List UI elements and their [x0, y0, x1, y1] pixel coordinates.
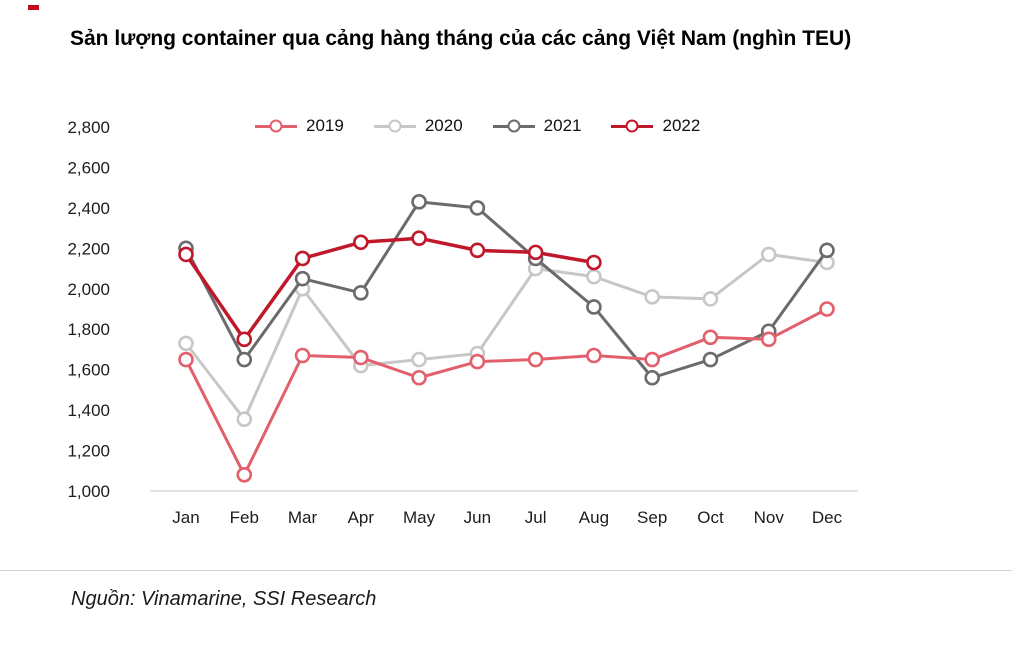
- data-point-2022: [411, 230, 427, 247]
- data-point-2020: [236, 411, 253, 428]
- data-point-2021: [411, 194, 427, 210]
- x-tick-label: Mar: [288, 508, 318, 527]
- x-tick-label: Dec: [812, 508, 843, 527]
- x-tick-label: Jan: [172, 508, 199, 527]
- data-point-2022: [353, 234, 369, 251]
- legend-dot-icon: [388, 119, 402, 133]
- x-tick-label: Oct: [697, 508, 724, 527]
- data-point-2021: [586, 299, 602, 315]
- data-point-2019: [236, 467, 253, 483]
- y-tick-label: 1,400: [67, 401, 110, 420]
- data-point-2021: [236, 351, 253, 368]
- data-point-2019: [586, 347, 602, 364]
- data-point-2022: [586, 254, 602, 271]
- y-tick-label: 2,000: [67, 280, 110, 299]
- x-tick-label: Nov: [754, 508, 785, 527]
- x-tick-label: Feb: [230, 508, 259, 527]
- data-point-2020: [411, 351, 427, 368]
- y-tick-label: 2,600: [67, 158, 110, 177]
- data-point-2022: [294, 250, 311, 267]
- x-tick-label: Sep: [637, 508, 667, 527]
- x-tick-label: May: [403, 508, 436, 527]
- brand-mark: [28, 5, 39, 10]
- legend-marker-icon: [373, 119, 416, 133]
- legend-item-2022: 2022: [611, 116, 700, 136]
- legend-label: 2020: [424, 116, 463, 135]
- line-chart: 2,800 2,600 2,400 2,200 2,000 1,800 1,600 1,400…: [67, 118, 858, 527]
- data-point-2019: [353, 349, 369, 366]
- data-point-2022: [236, 331, 253, 348]
- data-point-2019: [760, 331, 777, 348]
- legend-marker-icon: [255, 119, 297, 133]
- y-tick-label: 2,800: [67, 118, 110, 137]
- legend-item-2019: 2019: [255, 116, 344, 136]
- data-point-2019: [644, 351, 660, 368]
- legend-item-2021: 2021: [492, 116, 582, 136]
- x-tick-label: Jul: [525, 508, 547, 527]
- data-point-2020: [760, 246, 777, 263]
- y-tick-label: 1,600: [67, 361, 110, 380]
- legend-item-2020: 2020: [373, 116, 463, 136]
- chart-title: Sản lượng container qua cảng hàng tháng …: [70, 27, 852, 50]
- data-point-2022: [469, 242, 486, 259]
- y-tick-label: 2,400: [67, 199, 110, 218]
- data-point-2020: [178, 335, 194, 352]
- series-line-2021: [184, 200, 829, 380]
- data-point-2020: [644, 289, 660, 305]
- series-line-2020: [184, 252, 829, 421]
- data-point-2020: [586, 268, 602, 285]
- data-point-2019: [294, 347, 311, 364]
- legend-marker-icon: [492, 119, 535, 133]
- y-tick-label: 1,000: [67, 482, 110, 501]
- data-point-2022: [178, 246, 194, 263]
- series-line-2022: [184, 236, 596, 342]
- y-tick-label: 2,200: [67, 239, 110, 258]
- data-point-2021: [702, 351, 719, 368]
- data-point-2022: [527, 244, 544, 261]
- x-tick-label: Apr: [348, 508, 375, 527]
- data-point-2019: [819, 301, 835, 317]
- legend-marker-icon: [611, 119, 654, 133]
- legend-dot-icon: [507, 119, 521, 133]
- data-point-2019: [469, 353, 486, 370]
- legend-label: 2019: [306, 116, 344, 135]
- y-tick-label: 1,800: [67, 320, 110, 339]
- data-point-2021: [294, 270, 311, 287]
- data-point-2021: [353, 285, 369, 301]
- x-tick-label: Jun: [464, 508, 491, 527]
- data-point-2019: [702, 329, 719, 346]
- data-point-2019: [178, 351, 194, 368]
- legend-dot-icon: [625, 119, 639, 133]
- source-text: Nguồn: Vinamarine, SSI Research: [71, 588, 377, 610]
- chart-legend: 2019 2020 2021 2022: [255, 116, 700, 136]
- data-point-2021: [644, 369, 660, 386]
- legend-dot-icon: [269, 119, 283, 133]
- legend-label: 2022: [662, 116, 701, 135]
- legend-label: 2021: [543, 116, 582, 135]
- data-point-2021: [819, 242, 835, 259]
- series-line-2019: [184, 307, 829, 477]
- divider: [0, 570, 1012, 571]
- data-point-2021: [469, 200, 486, 216]
- data-point-2020: [702, 291, 719, 307]
- y-tick-label: 1,200: [67, 442, 110, 461]
- data-point-2019: [527, 351, 544, 368]
- x-tick-label: Aug: [579, 508, 609, 527]
- data-point-2019: [411, 369, 427, 386]
